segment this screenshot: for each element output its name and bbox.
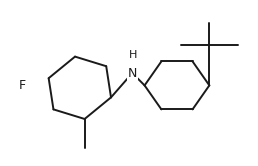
Text: H: H (128, 50, 137, 60)
Text: F: F (19, 79, 26, 92)
Text: N: N (128, 67, 137, 80)
